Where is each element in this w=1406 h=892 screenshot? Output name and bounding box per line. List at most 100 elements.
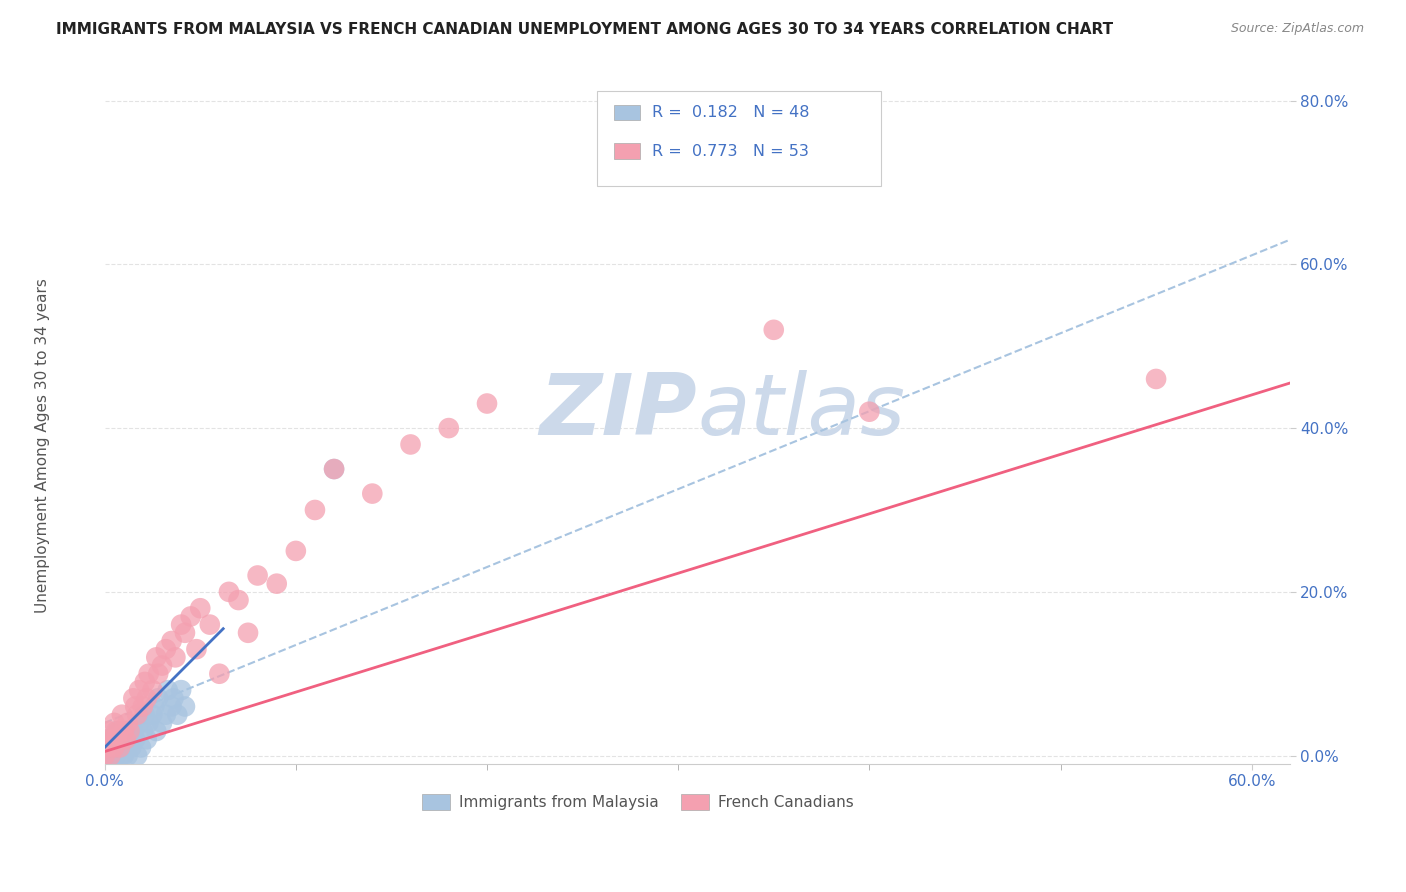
Point	[160, 634, 183, 648]
Point	[103, 740, 125, 755]
Point	[103, 748, 125, 763]
Point	[141, 683, 163, 698]
Point	[323, 462, 346, 476]
Text: IMMIGRANTS FROM MALAYSIA VS FRENCH CANADIAN UNEMPLOYMENT AMONG AGES 30 TO 34 YEA: IMMIGRANTS FROM MALAYSIA VS FRENCH CANAD…	[56, 22, 1114, 37]
Point	[208, 666, 231, 681]
Point	[112, 732, 135, 747]
Point	[148, 666, 170, 681]
Point	[108, 740, 131, 755]
Point	[122, 724, 145, 739]
Point	[93, 745, 115, 759]
Point	[138, 666, 160, 681]
Point	[145, 724, 167, 739]
Point	[361, 486, 384, 500]
Point	[107, 724, 129, 739]
Point	[218, 585, 240, 599]
Point	[228, 593, 250, 607]
Point	[399, 437, 422, 451]
Point	[858, 405, 880, 419]
Point	[96, 748, 118, 763]
Point	[93, 732, 115, 747]
Point	[129, 740, 152, 755]
Text: R =  0.773   N = 53: R = 0.773 N = 53	[652, 144, 808, 159]
Point	[105, 724, 128, 739]
Point	[114, 732, 136, 747]
Point	[198, 617, 221, 632]
Point	[118, 732, 141, 747]
Point	[114, 740, 136, 755]
Point	[93, 748, 115, 763]
Point	[1144, 372, 1167, 386]
Legend: Immigrants from Malaysia, French Canadians: Immigrants from Malaysia, French Canadia…	[416, 788, 860, 816]
Point	[97, 745, 120, 759]
Point	[475, 396, 498, 410]
Bar	[614, 104, 640, 120]
Point	[107, 740, 129, 755]
Point	[236, 625, 259, 640]
Point	[117, 748, 139, 763]
Point	[117, 715, 139, 730]
Point	[108, 740, 131, 755]
Point	[266, 576, 288, 591]
Point	[127, 748, 149, 763]
Point	[165, 650, 187, 665]
Point	[141, 707, 163, 722]
Point	[174, 625, 197, 640]
Point	[323, 462, 346, 476]
Point	[180, 609, 202, 624]
Point	[96, 740, 118, 755]
Text: atlas: atlas	[697, 370, 905, 453]
Point	[122, 691, 145, 706]
Point	[186, 642, 208, 657]
Point	[128, 683, 150, 698]
Point	[103, 715, 125, 730]
Text: ZIP: ZIP	[540, 370, 697, 453]
Point	[124, 732, 146, 747]
Point	[120, 740, 142, 755]
Point	[127, 707, 149, 722]
Point	[132, 699, 155, 714]
Point	[111, 748, 134, 763]
Point	[107, 732, 129, 747]
Point	[155, 707, 177, 722]
Point	[170, 617, 193, 632]
Point	[246, 568, 269, 582]
Point	[143, 699, 166, 714]
Point	[101, 748, 124, 763]
Point	[101, 732, 124, 747]
Point	[134, 707, 156, 722]
Point	[156, 683, 179, 698]
Text: Unemployment Among Ages 30 to 34 years: Unemployment Among Ages 30 to 34 years	[35, 278, 49, 614]
Point	[145, 650, 167, 665]
Point	[304, 503, 326, 517]
Point	[105, 732, 128, 747]
Point	[93, 748, 115, 763]
Point	[166, 707, 188, 722]
Point	[96, 736, 118, 750]
Bar	[614, 144, 640, 159]
Point	[124, 699, 146, 714]
Point	[150, 658, 173, 673]
Point	[162, 691, 184, 706]
Point	[111, 707, 134, 722]
Point	[112, 748, 135, 763]
Point	[160, 699, 183, 714]
Point	[100, 740, 122, 755]
Point	[188, 601, 211, 615]
Point	[114, 724, 136, 739]
Text: R =  0.182   N = 48: R = 0.182 N = 48	[652, 105, 810, 120]
Point	[135, 732, 157, 747]
Point	[762, 323, 785, 337]
Point	[170, 683, 193, 698]
FancyBboxPatch shape	[596, 91, 882, 186]
Point	[150, 715, 173, 730]
Point	[155, 642, 177, 657]
Point	[135, 691, 157, 706]
Point	[112, 724, 135, 739]
Point	[128, 715, 150, 730]
Point	[103, 740, 125, 755]
Point	[105, 748, 128, 763]
Point	[437, 421, 460, 435]
Text: Source: ZipAtlas.com: Source: ZipAtlas.com	[1230, 22, 1364, 36]
Point	[148, 691, 170, 706]
